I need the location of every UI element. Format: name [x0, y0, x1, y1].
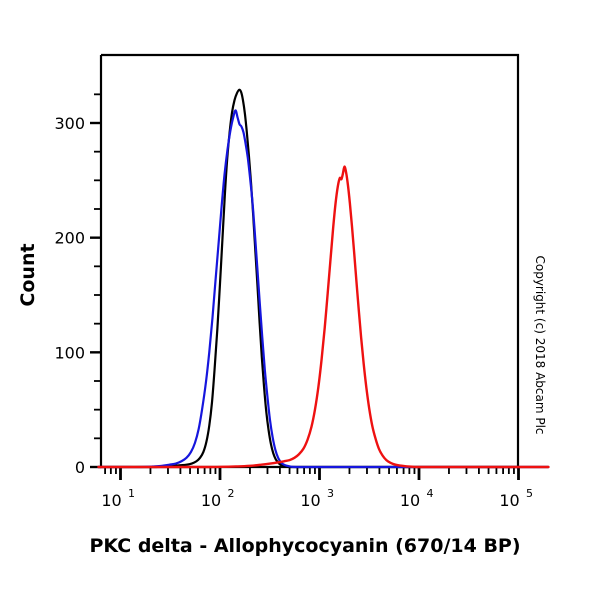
- y-axis: 0 100 200 300: [54, 93, 101, 477]
- series-curve-0: [97, 88, 550, 469]
- x-tick-label: 10 5: [499, 487, 533, 510]
- svg-text:1: 1: [128, 487, 135, 500]
- y-axis-title: Count: [17, 243, 39, 306]
- x-axis: 10 1 10 2 10 3 10 4 10 5: [101, 467, 533, 510]
- svg-text:10: 10: [400, 491, 420, 510]
- x-tick-label: 10 3: [300, 487, 334, 510]
- series-curve-2: [97, 165, 550, 469]
- x-tick-label: 10 4: [400, 487, 434, 510]
- series-curve-1: [97, 109, 550, 469]
- x-tick-label: 10 1: [101, 487, 135, 510]
- svg-text:10: 10: [201, 491, 221, 510]
- svg-text:10: 10: [499, 491, 519, 510]
- copyright-notice: Copyright (c) 2018 Abcam Plc: [533, 255, 547, 434]
- y-tick-label: 300: [54, 114, 85, 133]
- svg-text:2: 2: [228, 487, 235, 500]
- svg-text:10: 10: [300, 491, 320, 510]
- y-tick-label: 100: [54, 343, 85, 362]
- svg-text:4: 4: [427, 487, 434, 500]
- x-axis-title: PKC delta - Allophycocyanin (670/14 BP): [89, 535, 520, 557]
- data-curves: [97, 88, 550, 469]
- y-tick-label: 200: [54, 229, 85, 248]
- x-tick-label: 10 2: [201, 487, 235, 510]
- svg-text:10: 10: [101, 491, 121, 510]
- svg-text:3: 3: [327, 487, 334, 500]
- y-tick-label: 0: [75, 458, 85, 477]
- svg-text:5: 5: [526, 487, 533, 500]
